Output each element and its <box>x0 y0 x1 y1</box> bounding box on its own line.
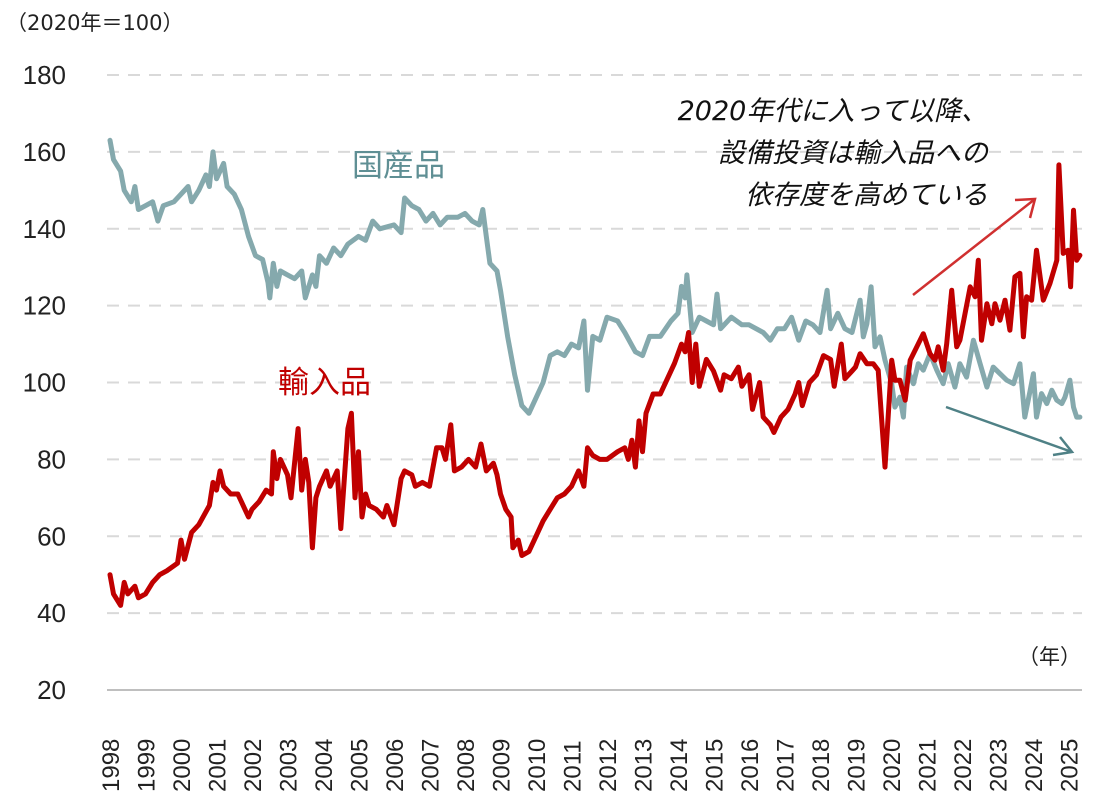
x-tick-label: 1999 <box>134 739 161 792</box>
x-tick-label: 2024 <box>1021 739 1048 792</box>
y-tick-label: 20 <box>37 675 66 705</box>
y-axis-ticks: 20 40 60 80 100 120 140 160 180 <box>23 60 66 705</box>
x-tick-label: 2025 <box>1057 739 1084 792</box>
x-tick-label: 2023 <box>986 739 1013 792</box>
series-label-domestic: 国産品 <box>352 148 445 184</box>
x-tick-label: 2002 <box>240 739 267 792</box>
y-unit-label: （2020年＝100） <box>6 11 184 35</box>
x-tick-label: 2006 <box>382 739 409 792</box>
series-line-imports <box>107 162 1083 608</box>
x-tick-label: 2001 <box>205 739 232 792</box>
arrow-down-trend <box>945 405 1075 457</box>
y-tick-label: 120 <box>23 291 66 321</box>
x-tick-label: 2016 <box>737 739 764 792</box>
x-tick-label: 2015 <box>702 739 729 792</box>
y-tick-label: 160 <box>23 137 66 167</box>
y-tick-label: 40 <box>37 598 66 628</box>
y-tick-label: 80 <box>37 444 66 474</box>
annotation-line-3: 依存度を高めている <box>745 180 988 211</box>
x-tick-label: 2014 <box>666 739 693 792</box>
x-tick-label: 2020 <box>879 739 906 792</box>
annotation-line-1: 2020年代に入って以降、 <box>678 96 988 127</box>
x-tick-label: 2010 <box>524 739 551 792</box>
y-tick-label: 140 <box>23 214 66 244</box>
series-line-domestic <box>107 137 1083 420</box>
x-tick-label: 2007 <box>418 739 445 792</box>
x-tick-label: 2013 <box>631 739 658 792</box>
x-tick-label: 2022 <box>950 739 977 792</box>
y-tick-label: 60 <box>37 521 66 551</box>
series-label-imports: 輸入品 <box>278 365 371 401</box>
x-tick-label: 2009 <box>489 739 516 792</box>
x-tick-label: 2019 <box>844 739 871 792</box>
x-tick-label: 2000 <box>169 739 196 792</box>
x-tick-label: 2012 <box>595 739 622 792</box>
x-tick-label: 1998 <box>98 739 125 792</box>
series-lines <box>107 137 1083 608</box>
y-tick-label: 100 <box>23 368 66 398</box>
annotation-line-2: 設備投資は輸入品への <box>718 138 990 169</box>
x-tick-label: 2008 <box>453 739 480 792</box>
y-tick-label: 180 <box>23 60 66 90</box>
gridlines <box>107 74 1082 691</box>
x-axis-ticks: 1998 1999 2000 2001 2002 2003 2004 2005 2006 2007… <box>98 739 1084 792</box>
arrow-up-trend <box>912 197 1037 296</box>
x-tick-label: 2004 <box>311 739 338 792</box>
x-tick-label: 2011 <box>560 740 587 792</box>
x-tick-label: 2005 <box>347 739 374 792</box>
x-tick-label: 2021 <box>915 739 942 792</box>
x-tick-label: 2018 <box>808 739 835 792</box>
x-tick-label: 2017 <box>773 739 800 792</box>
x-unit-label: （年） <box>1018 645 1081 669</box>
x-tick-label: 2003 <box>276 739 303 792</box>
